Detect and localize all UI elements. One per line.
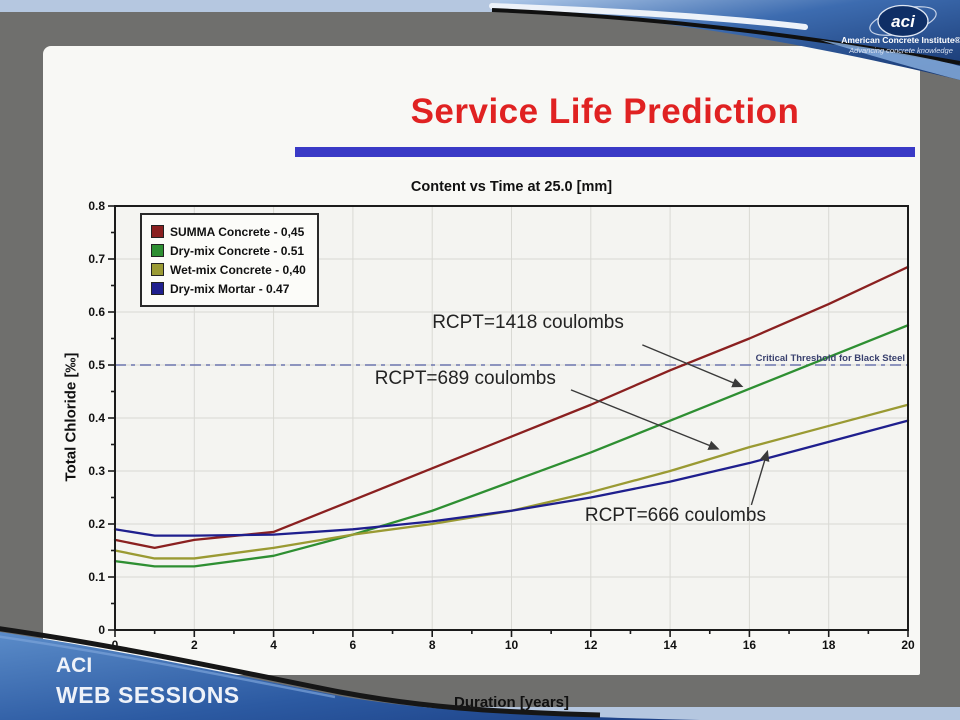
critical-threshold-label: Critical Threshold for Black Steel <box>756 353 905 364</box>
legend-item-2: Wet-mix Concrete - 0,40 <box>151 260 306 279</box>
aci-logo-text: aci <box>891 12 916 31</box>
slide-title: Service Life Prediction <box>410 92 800 131</box>
line-chart: Critical Threshold for Black Steel 0 2 4 6 8 1… <box>88 199 915 652</box>
y-tick-label: 0.2 <box>88 517 105 531</box>
legend-item-label: Wet-mix Concrete - 0,40 <box>170 262 306 277</box>
series-line-1 <box>113 324 910 568</box>
y-tick-label: 0.6 <box>88 305 105 319</box>
x-tick-label: 6 <box>350 638 357 652</box>
x-tick-label: 14 <box>663 638 677 652</box>
x-tick-label: 0 <box>112 638 119 652</box>
legend-swatch-icon <box>151 225 164 238</box>
x-axis-label: Duration [years] <box>453 694 570 711</box>
annotation-rcpt-1418: RCPT=1418 coulombs <box>432 312 624 333</box>
x-tick-label: 4 <box>270 638 277 652</box>
y-tick-label: 0.3 <box>88 464 105 478</box>
y-axis-label: Total Chloride [‰] <box>62 352 80 482</box>
legend-item-3: Dry-mix Mortar - 0.47 <box>151 279 306 298</box>
series-line-2 <box>113 403 910 560</box>
legend: SUMMA Concrete - 0,45 Dry-mix Concrete - … <box>140 213 319 307</box>
legend-item-label: SUMMA Concrete - 0,45 <box>170 224 305 239</box>
legend-item-1: Dry-mix Concrete - 0.51 <box>151 241 306 260</box>
annotation-rcpt-689: RCPT=689 coulombs <box>374 368 556 390</box>
institute-name: American Concrete Institute® <box>841 35 960 45</box>
x-tick-label: 12 <box>584 638 598 652</box>
legend-swatch-icon <box>151 244 164 257</box>
y-tick-label: 0.5 <box>88 358 105 372</box>
annotation-arrow-2 <box>750 449 770 506</box>
slide-panel: Service Life Prediction Content vs Time … <box>43 46 920 711</box>
y-tick-label: 0.1 <box>88 570 105 584</box>
x-tick-label: 16 <box>743 638 757 652</box>
y-tick-label: 0.7 <box>88 252 105 266</box>
x-tick-label: 2 <box>191 638 198 652</box>
x-tick-label: 8 <box>429 638 436 652</box>
annotation-arrow-1 <box>570 389 720 450</box>
y-tick-label: 0.8 <box>88 199 105 213</box>
legend-item-label: Dry-mix Mortar - 0.47 <box>170 281 290 296</box>
legend-swatch-icon <box>151 263 164 276</box>
top-accent-strip <box>0 0 960 12</box>
annotation-rcpt-666: RCPT=666 coulombs <box>584 504 766 526</box>
y-tick-label: 0.4 <box>88 411 105 425</box>
legend-swatch-icon <box>151 282 164 295</box>
x-tick-label: 20 <box>901 638 915 652</box>
legend-item-label: Dry-mix Concrete - 0.51 <box>170 243 305 258</box>
annotation-arrow-0 <box>642 344 744 388</box>
title-underline-bar <box>295 147 915 157</box>
legend-item-0: SUMMA Concrete - 0,45 <box>151 222 306 241</box>
series-line-0 <box>113 265 910 550</box>
y-tick-label: 0 <box>98 623 105 637</box>
x-tick-label: 10 <box>505 638 519 652</box>
chart-title: Content vs Time at 25.0 [mm] <box>410 179 613 195</box>
x-tick-label: 18 <box>822 638 836 652</box>
